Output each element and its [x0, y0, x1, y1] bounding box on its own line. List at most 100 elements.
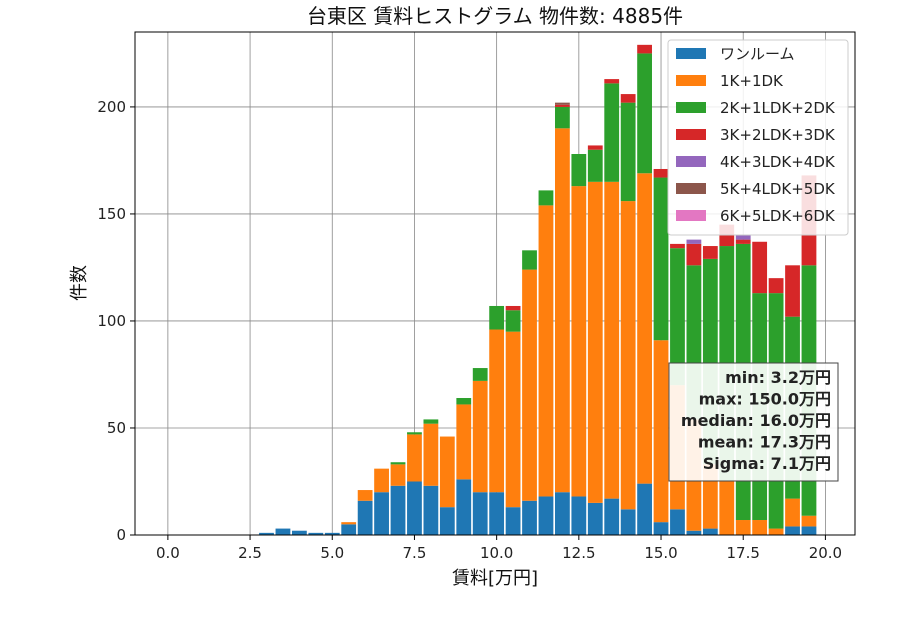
- histogram-bar: [686, 243, 702, 266]
- y-axis-label: 件数: [69, 265, 90, 301]
- histogram-bar: [587, 502, 603, 535]
- histogram-bar: [686, 530, 702, 535]
- legend-swatch: [676, 102, 706, 113]
- x-axis-ticks: 0.0 2.5 5.0 7.5 10.0 12.5 15.0 17.5 20.0: [156, 535, 842, 562]
- x-tick-label: 20.0: [809, 544, 842, 562]
- chart-title: 台東区 賃料ヒストグラム 物件数: 4885件: [307, 4, 683, 28]
- histogram-bar: [341, 524, 357, 535]
- legend-box: [667, 39, 849, 236]
- histogram-bar: [670, 248, 685, 386]
- legend-label: 1K+1DK: [720, 72, 784, 90]
- histogram-bar: [407, 481, 422, 535]
- histogram-bar: [653, 522, 669, 535]
- histogram-bar: [522, 250, 537, 270]
- stats-box-frame: [668, 362, 839, 482]
- x-tick-label: 12.5: [562, 544, 595, 562]
- y-tick-label: 50: [107, 419, 126, 437]
- histogram-bar: [620, 102, 636, 202]
- legend-label: ワンルーム: [720, 45, 795, 63]
- histogram-bar: [407, 434, 422, 482]
- histogram-bar: [571, 496, 587, 535]
- legend-swatch: [676, 183, 706, 194]
- histogram-bar: [423, 419, 439, 424]
- stats-box: min: 3.2万円 max: 150.0万円 median: 16.0万円 mean…: [668, 362, 839, 482]
- histogram-bar: [341, 522, 357, 525]
- histogram-bar: [637, 44, 652, 54]
- y-axis-ticks: 0 50 100 150 200: [97, 98, 135, 544]
- x-axis-label: 賃料[万円]: [452, 568, 538, 589]
- histogram-bar: [637, 483, 652, 535]
- histogram-bar: [390, 462, 406, 465]
- x-tick-label: 0.0: [156, 544, 180, 562]
- histogram-bar: [505, 310, 521, 332]
- histogram-bar: [324, 532, 340, 535]
- stats-line: mean: 17.3万円: [698, 433, 831, 452]
- histogram-bar: [555, 104, 570, 107]
- histogram-bar: [620, 201, 636, 510]
- x-tick-label: 2.5: [238, 544, 262, 562]
- histogram-bar: [735, 235, 751, 240]
- histogram-bar: [456, 404, 472, 480]
- histogram-bar: [571, 154, 587, 187]
- histogram-bar: [571, 186, 587, 497]
- legend-label: 2K+1LDK+2DK: [720, 99, 836, 117]
- histogram-bar: [785, 498, 800, 527]
- histogram-bar: [439, 507, 455, 535]
- legend: ワンルーム 1K+1DK 2K+1LDK+2DK 3K+2LDK+3DK 4K+3LDK…: [667, 39, 849, 236]
- histogram-bar: [456, 479, 472, 535]
- histogram-bar: [686, 239, 702, 244]
- legend-swatch: [676, 156, 706, 167]
- histogram-bar: [587, 149, 603, 182]
- histogram-bar: [275, 528, 291, 535]
- x-tick-label: 5.0: [320, 544, 344, 562]
- stats-line: median: 16.0万円: [681, 411, 831, 430]
- histogram-bar: [752, 520, 768, 535]
- x-tick-label: 10.0: [480, 544, 513, 562]
- legend-swatch: [676, 129, 706, 140]
- histogram-bar: [472, 380, 488, 493]
- plot-frame: [134, 31, 856, 536]
- histogram-bar: [670, 509, 685, 535]
- histogram-bar: [522, 500, 537, 535]
- legend-label: 3K+2LDK+3DK: [720, 126, 836, 144]
- histogram-bar: [538, 190, 554, 206]
- stats-line: Sigma: 7.1万円: [703, 454, 831, 473]
- histogram-bar: [752, 241, 768, 294]
- histogram-bar: [538, 205, 554, 497]
- stats-line: min: 3.2万円: [725, 368, 831, 387]
- histogram-bar: [801, 526, 817, 535]
- histogram-bar: [291, 530, 307, 535]
- histogram-bar: [456, 398, 472, 405]
- histogram-bar: [555, 492, 570, 535]
- histogram-bar: [489, 329, 505, 493]
- x-tick-label: 15.0: [644, 544, 677, 562]
- histogram-bar: [489, 492, 505, 535]
- y-tick-label: 200: [97, 98, 126, 116]
- histogram-bar: [308, 532, 324, 535]
- histogram-bar: [439, 436, 455, 508]
- histogram-bar: [653, 168, 669, 178]
- histogram-bar: [374, 468, 389, 493]
- y-tick-label: 0: [116, 526, 126, 544]
- histogram-bar: [472, 492, 488, 535]
- legend-label: 6K+5LDK+6DK: [720, 207, 836, 225]
- histogram-bar: [538, 496, 554, 535]
- histogram-bar: [390, 464, 406, 486]
- y-tick-label: 100: [97, 312, 126, 330]
- histogram-bar: [587, 181, 603, 503]
- legend-label: 4K+3LDK+4DK: [720, 153, 836, 171]
- legend-swatch: [676, 75, 706, 86]
- histogram-bar: [670, 243, 685, 249]
- histogram-bar: [259, 532, 274, 535]
- histogram-bar: [555, 106, 570, 129]
- histogram-bar: [785, 265, 800, 317]
- histogram-bar: [801, 515, 817, 527]
- histogram-bar: [489, 305, 505, 330]
- histogram-bar: [653, 340, 669, 523]
- histogram-bar: [768, 528, 784, 535]
- histogram-bar: [785, 526, 800, 535]
- histogram-bar: [604, 79, 620, 84]
- histogram-bar: [735, 239, 751, 244]
- histogram-bar: [390, 485, 406, 535]
